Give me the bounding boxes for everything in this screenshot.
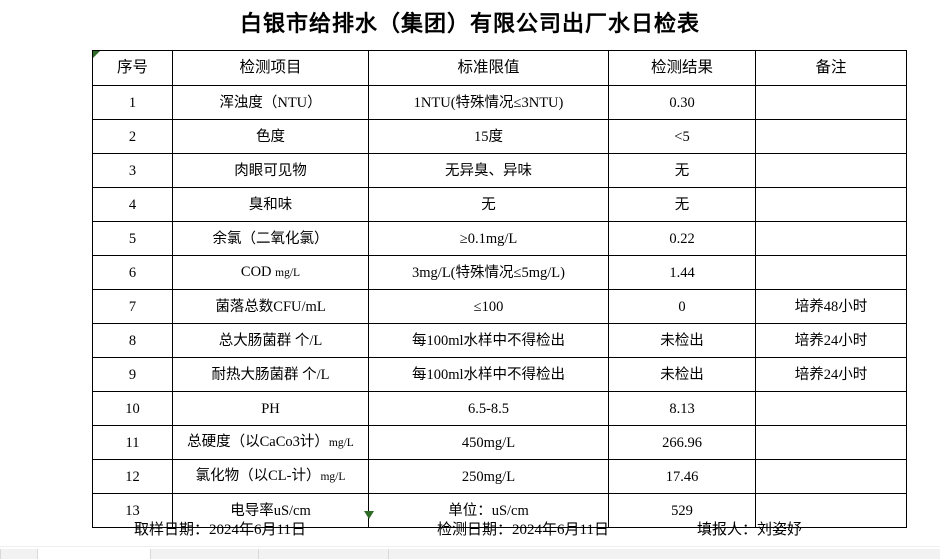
page-title: 白银市给排水（集团）有限公司出厂水日检表 — [239, 11, 700, 36]
cell-result: 未检出 — [608, 357, 756, 392]
cell-no: 10 — [92, 391, 173, 426]
sheet-cell[interactable] — [0, 549, 38, 559]
unit-suffix: mg/L — [275, 267, 301, 279]
filled-by: 填报人：刘姿妤 — [697, 522, 803, 538]
cell-item: 余氯（二氧化氯） — [172, 221, 369, 256]
table-row: 9 耐热大肠菌群 个/L 每100ml水样中不得检出 未检出 培养24小时 — [92, 357, 907, 392]
cell-remark — [755, 391, 907, 426]
cell-limit: ≤100 — [368, 289, 609, 324]
cell-result: 17.46 — [608, 459, 756, 494]
cell-limit: 3mg/L(特殊情况≤5mg/L) — [368, 255, 609, 290]
cell-item: 肉眼可见物 — [172, 153, 369, 188]
table-row: 8 总大肠菌群 个/L 每100ml水样中不得检出 未检出 培养24小时 — [92, 323, 907, 358]
cell-remark — [755, 255, 907, 290]
cell-item: 电导率uS/cm — [172, 493, 369, 528]
cell-item: 菌落总数CFU/mL — [172, 289, 369, 324]
cell-result: 0.22 — [608, 221, 756, 256]
cell-result: 未检出 — [608, 323, 756, 358]
cell-no: 4 — [92, 187, 173, 222]
table-row: 11 总硬度（以CaCo3计）mg/L 450mg/L 266.96 — [92, 425, 907, 460]
unit-suffix: mg/L — [320, 471, 346, 483]
cell-remark: 培养48小时 — [755, 289, 907, 324]
table-body: 1 浑浊度（NTU） 1NTU(特殊情况≤3NTU) 0.30 2 色度 15度 <5 3 肉眼可… — [92, 85, 907, 528]
cell-remark — [755, 459, 907, 494]
cell-item: 臭和味 — [172, 187, 369, 222]
cell-limit: 450mg/L — [368, 425, 609, 460]
sheet-cell[interactable] — [388, 549, 940, 559]
cell-no: 9 — [92, 357, 173, 392]
cell-result: 529 — [608, 493, 756, 528]
cell-no: 11 — [92, 425, 173, 460]
cell-limit: 无 — [368, 187, 609, 222]
cell-item: 氯化物（以CL-计）mg/L — [172, 459, 369, 494]
cell-limit: 每100ml水样中不得检出 — [368, 357, 609, 392]
table-row: 10 PH 6.5-8.5 8.13 — [92, 391, 907, 426]
cell-result: 无 — [608, 187, 756, 222]
cell-result: 0.30 — [608, 85, 756, 120]
cell-no: 6 — [92, 255, 173, 290]
cell-result: <5 — [608, 119, 756, 154]
cell-no: 5 — [92, 221, 173, 256]
table-row: 7 菌落总数CFU/mL ≤100 0 培养48小时 — [92, 289, 907, 324]
table-row: 2 色度 15度 <5 — [92, 119, 907, 154]
testing-date: 检测日期：2024年6月11日 — [437, 522, 609, 538]
cell-item: 色度 — [172, 119, 369, 154]
cell-limit: 250mg/L — [368, 459, 609, 494]
cell-no: 2 — [92, 119, 173, 154]
cell-result: 1.44 — [608, 255, 756, 290]
cell-item: PH — [172, 391, 369, 426]
table-row: 5 余氯（二氧化氯） ≥0.1mg/L 0.22 — [92, 221, 907, 256]
table-row: 6 COD mg/L 3mg/L(特殊情况≤5mg/L) 1.44 — [92, 255, 907, 290]
water-quality-table-container: 序号 检测项目 标准限值 检测结果 备注 1 浑浊度（NTU） 1NTU(特殊情况≤… — [92, 50, 907, 528]
cell-result: 266.96 — [608, 425, 756, 460]
cell-no: 12 — [92, 459, 173, 494]
cell-remark — [755, 153, 907, 188]
cell-no: 13 — [92, 493, 173, 528]
cell-remark — [755, 425, 907, 460]
footer: 取样日期：2024年6月11日 检测日期：2024年6月11日 填报人：刘姿妤 — [92, 517, 906, 543]
cell-item: 耐热大肠菌群 个/L — [172, 357, 369, 392]
table-row: 13 电导率uS/cm 单位：uS/cm 529 — [92, 493, 907, 528]
column-header-no: 序号 — [92, 50, 173, 86]
cell-limit: 每100ml水样中不得检出 — [368, 323, 609, 358]
cell-remark: 培养24小时 — [755, 323, 907, 358]
column-header-result: 检测结果 — [608, 50, 756, 86]
cell-result: 8.13 — [608, 391, 756, 426]
cell-result: 0 — [608, 289, 756, 324]
cell-no: 1 — [92, 85, 173, 120]
cell-item: 总大肠菌群 个/L — [172, 323, 369, 358]
cell-limit: ≥0.1mg/L — [368, 221, 609, 256]
cell-remark — [755, 493, 907, 528]
column-header-item: 检测项目 — [172, 50, 369, 86]
cell-no: 3 — [92, 153, 173, 188]
spreadsheet-grid-strip — [0, 546, 940, 559]
column-header-remark: 备注 — [755, 50, 907, 86]
cell-limit: 15度 — [368, 119, 609, 154]
cell-remark: 培养24小时 — [755, 357, 907, 392]
table-row: 1 浑浊度（NTU） 1NTU(特殊情况≤3NTU) 0.30 — [92, 85, 907, 120]
table-row: 4 臭和味无无 — [92, 187, 907, 222]
unit-suffix: mg/L — [328, 437, 354, 449]
cell-item: 浑浊度（NTU） — [172, 85, 369, 120]
cell-no: 7 — [92, 289, 173, 324]
cell-limit: 6.5-8.5 — [368, 391, 609, 426]
cell-remark — [755, 119, 907, 154]
cell-limit: 无异臭、异味 — [368, 153, 609, 188]
cell-result: 无 — [608, 153, 756, 188]
table-row: 12 氯化物（以CL-计）mg/L 250mg/L 17.46 — [92, 459, 907, 494]
cell-remark — [755, 85, 907, 120]
table-row: 3 肉眼可见物 无异臭、异味无 — [92, 153, 907, 188]
cell-remark — [755, 187, 907, 222]
cell-no: 8 — [92, 323, 173, 358]
sampling-date: 取样日期：2024年6月11日 — [134, 522, 306, 538]
water-quality-table: 序号 检测项目 标准限值 检测结果 备注 1 浑浊度（NTU） 1NTU(特殊情况≤… — [92, 50, 907, 528]
cell-item: COD mg/L — [172, 255, 369, 290]
cell-remark — [755, 221, 907, 256]
cell-item: 总硬度（以CaCo3计）mg/L — [172, 425, 369, 460]
column-header-limit: 标准限值 — [368, 50, 609, 86]
cell-limit: 1NTU(特殊情况≤3NTU) — [368, 85, 609, 120]
table-header-row: 序号 检测项目 标准限值 检测结果 备注 — [92, 50, 907, 86]
